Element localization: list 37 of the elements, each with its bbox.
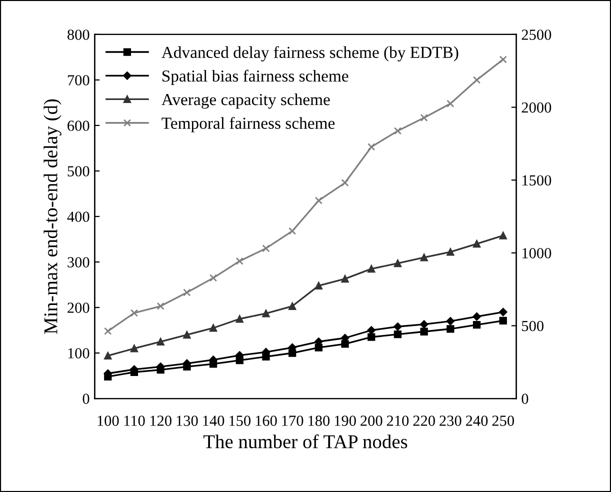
x-tick-label: 190: [334, 416, 356, 426]
y-axis-title: Min-max end-to-end delay (d): [44, 99, 62, 334]
x-tick-label: 240: [466, 416, 488, 426]
y2-tick-label: 1000: [522, 248, 552, 258]
x-tick-label: 200: [360, 416, 382, 426]
y2-tick-label: 2000: [522, 102, 552, 113]
x-axis-title: The number of TAP nodes: [203, 434, 408, 448]
legend-label: Spatial bias fairness scheme: [162, 70, 348, 86]
x-tick-label: 120: [150, 416, 172, 426]
x-tick-label: 220: [413, 416, 435, 426]
x-tick-label: 100: [98, 416, 119, 426]
y-tick-label: 100: [68, 348, 90, 358]
y-tick-label: 700: [68, 75, 90, 86]
legend-label: Advanced delay fairness scheme (by EDTB): [162, 46, 458, 62]
y-tick-label: 600: [68, 120, 90, 131]
x-tick-label: 170: [282, 416, 304, 426]
y2-tick-label: 1500: [522, 175, 552, 186]
x-tick-label: 110: [124, 416, 145, 426]
y-tick-label: 500: [68, 166, 90, 176]
y2-tick-label: 2500: [522, 30, 552, 40]
y-tick-label: 0: [82, 394, 90, 404]
x-tick-label: 160: [256, 416, 277, 426]
legend-label: Average capacity scheme: [162, 93, 330, 109]
y2-tick-label: 0: [522, 394, 528, 404]
y-tick-label: 200: [68, 302, 90, 313]
y2-tick-label: 500: [522, 320, 544, 332]
legend-label: Temporal fairness scheme: [162, 116, 335, 132]
x-tick-label: 250: [492, 416, 514, 426]
x-tick-label: 150: [230, 416, 250, 426]
x-tick-label: 140: [203, 416, 224, 426]
x-tick-label: 230: [440, 416, 462, 426]
x-tick-label: 180: [308, 416, 330, 426]
x-tick-label: 210: [386, 416, 409, 426]
y-tick-label: 800: [68, 30, 90, 40]
y-tick-label: 300: [68, 257, 90, 268]
y-tick-label: 400: [67, 212, 90, 222]
x-tick-label: 130: [176, 416, 198, 426]
